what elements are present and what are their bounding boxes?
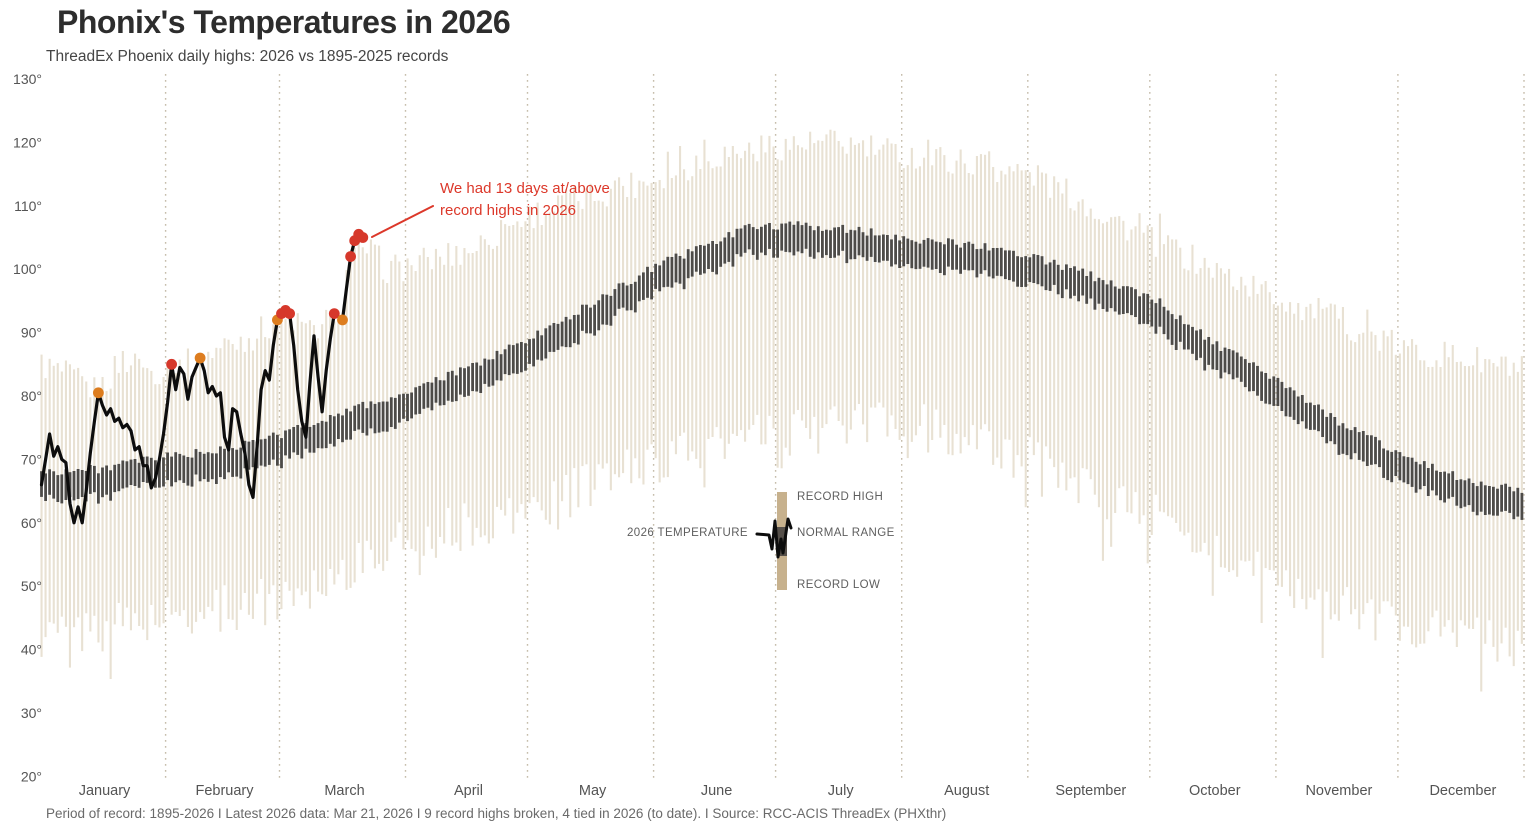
legend-graphic [755,492,793,590]
month-gridlines [164,74,1525,779]
month-label: June [701,783,732,799]
y-tick-label: 120° [13,134,42,150]
month-label: August [944,783,989,799]
y-axis-labels: 130° 120° 110° 100° 90° 80° 70° 60° 50° 40° 30° 20° [13,71,42,784]
month-label: February [195,783,254,799]
y-tick-label: 20° [21,768,42,784]
record-broken-dot [345,251,356,262]
month-label: July [828,783,855,799]
record-range-bars [40,129,1523,692]
y-tick-label: 30° [21,705,42,721]
record-event-dots [93,228,369,399]
y-tick-label: 90° [21,325,42,341]
legend-normal-range-label: NORMAL RANGE [797,527,895,539]
annotation-line-2: record highs in 2026 [440,202,576,219]
legend-record-low-label: RECORD LOW [797,579,881,591]
chart-subtitle: ThreadEx Phoenix daily highs: 2026 vs 18… [46,48,449,65]
record-tied-dot [93,387,104,399]
month-label: January [79,783,131,799]
y-tick-label: 110° [14,198,42,214]
record-broken-dot [357,232,369,243]
legend-2026-squiggle [755,517,793,559]
y-tick-label: 70° [21,451,42,467]
record-broken-dot [284,308,295,319]
y-tick-label: 80° [21,388,42,404]
month-label: October [1189,783,1241,799]
y-tick-label: 100° [13,261,42,277]
temperature-2026-line [39,232,365,525]
record-tied-dot [194,352,206,364]
record-days-annotation: We had 13 days at/above record highs in … [440,178,610,222]
x-axis-month-labels: January February March April May June July Augu… [79,783,1497,799]
month-label: December [1429,783,1496,799]
record-tied-dot [337,314,348,326]
month-label: May [579,783,607,799]
y-tick-label: 40° [21,642,42,658]
page-title: Phonix's Temperatures in 2026 [57,4,511,40]
y-tick-label: 130° [13,71,42,87]
legend-2026-temperature-label: 2026 TEMPERATURE [626,527,748,539]
normal-range-bars [40,221,1524,520]
annotation-pointer-line [371,205,434,238]
month-label: September [1055,783,1126,799]
y-tick-label: 50° [21,578,42,594]
legend-record-high-label: RECORD HIGH [797,491,884,503]
record-broken-dot [328,308,340,319]
month-label: March [324,783,364,799]
chart-footer: Period of record: 1895-2026 I Latest 202… [46,806,947,821]
record-broken-dot [166,358,178,370]
y-tick-label: 60° [21,515,42,531]
month-label: November [1305,783,1372,799]
annotation-line-1: We had 13 days at/above [440,180,610,197]
month-label: April [454,783,483,799]
